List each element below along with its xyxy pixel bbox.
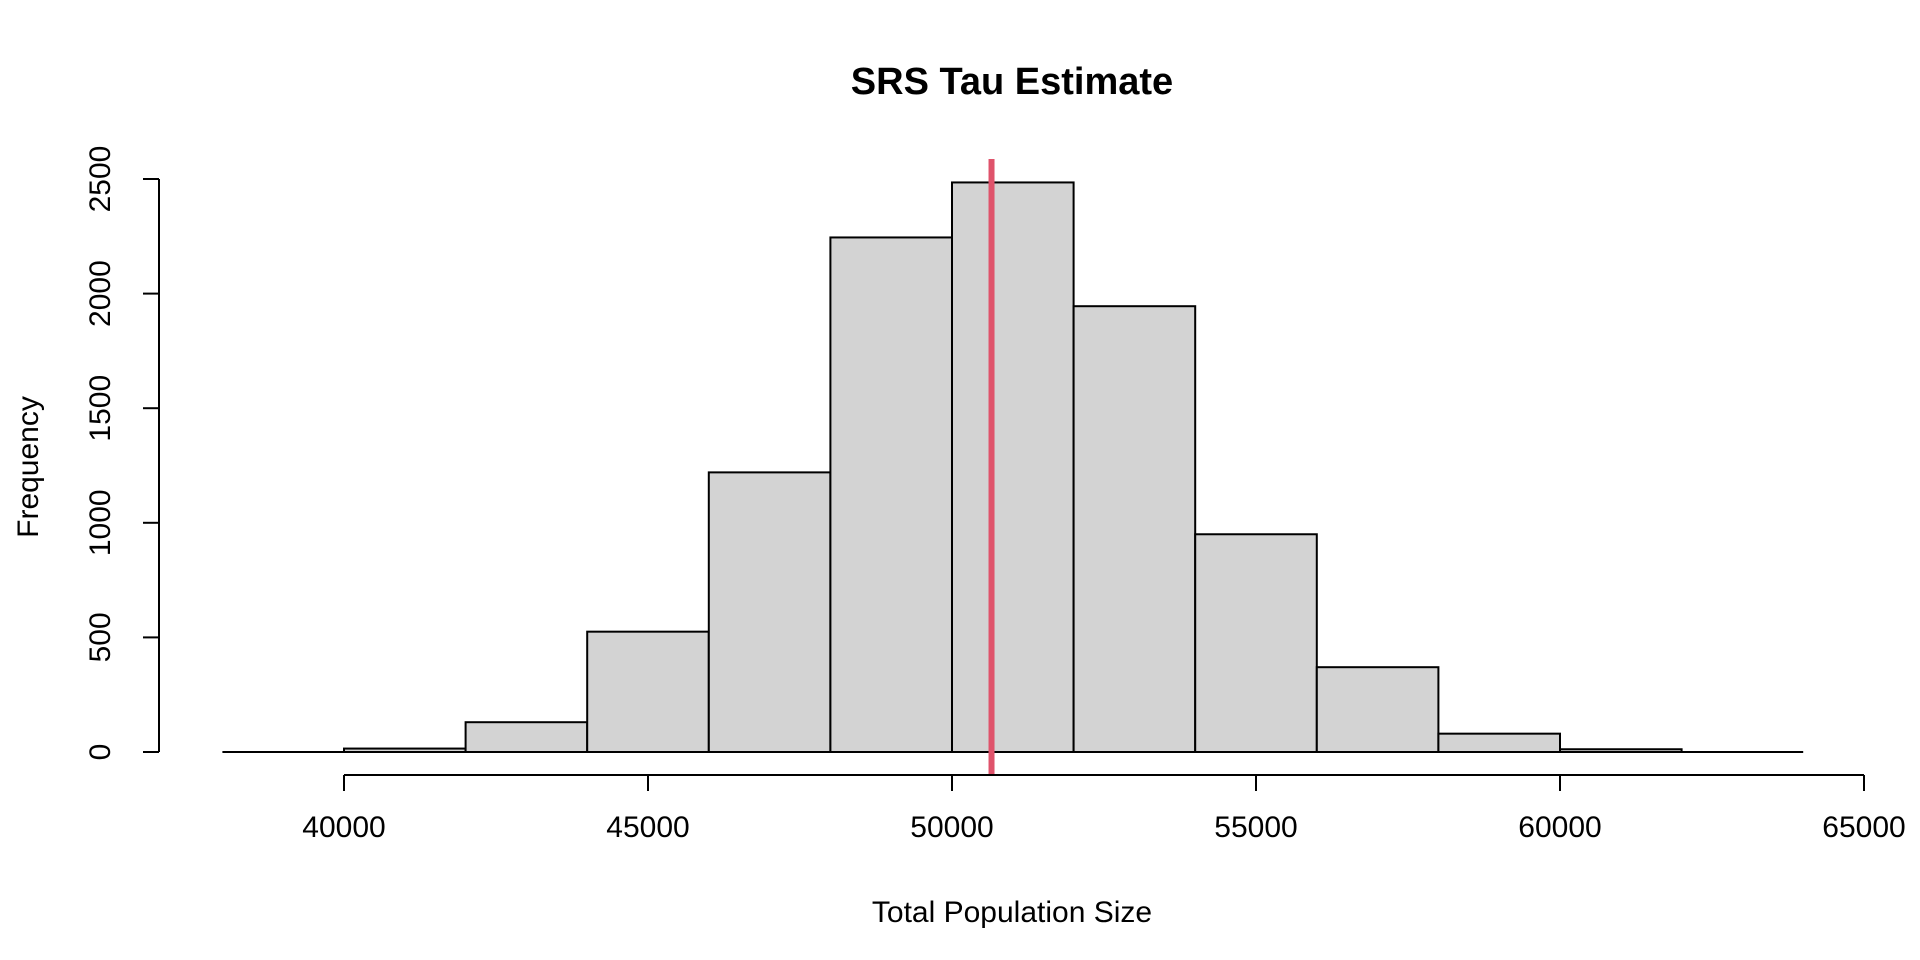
histogram-bar (1315, 666, 1440, 753)
x-tick-label: 40000 (302, 811, 385, 844)
y-tick-label: 0 (84, 744, 117, 761)
histogram-bar (829, 236, 954, 754)
histogram-bar (1437, 732, 1562, 754)
chart-title: SRS Tau Estimate (851, 61, 1173, 103)
y-tick-label: 2000 (84, 260, 117, 327)
bars-group (222, 181, 1804, 754)
histogram-bar (951, 181, 1075, 754)
x-tick-label: 45000 (606, 811, 689, 844)
y-tick-label: 2500 (84, 146, 117, 213)
histogram-bar (1559, 748, 1683, 753)
x-tick-label: 60000 (1518, 811, 1601, 844)
histogram-bar (586, 630, 710, 753)
histogram-bar (1072, 305, 1197, 753)
x-tick-label: 50000 (910, 811, 993, 844)
x-axis-label: Total Population Size (872, 896, 1152, 929)
histogram-bar (707, 471, 832, 753)
x-axis: 40000 45000 50000 55000 60000 65000 (302, 774, 1906, 844)
x-tick-label: 65000 (1822, 811, 1905, 844)
x-tick-label: 55000 (1214, 811, 1297, 844)
y-tick-label: 1000 (84, 489, 117, 556)
y-tick-label: 1500 (84, 375, 117, 442)
y-tick-label: 500 (84, 612, 117, 662)
histogram-bar (1194, 533, 1318, 754)
histogram-bar (464, 721, 589, 753)
histogram-bar (343, 747, 467, 754)
y-axis-label: Frequency (12, 396, 45, 538)
y-axis: 0 500 1000 1500 2000 2500 (84, 146, 160, 761)
